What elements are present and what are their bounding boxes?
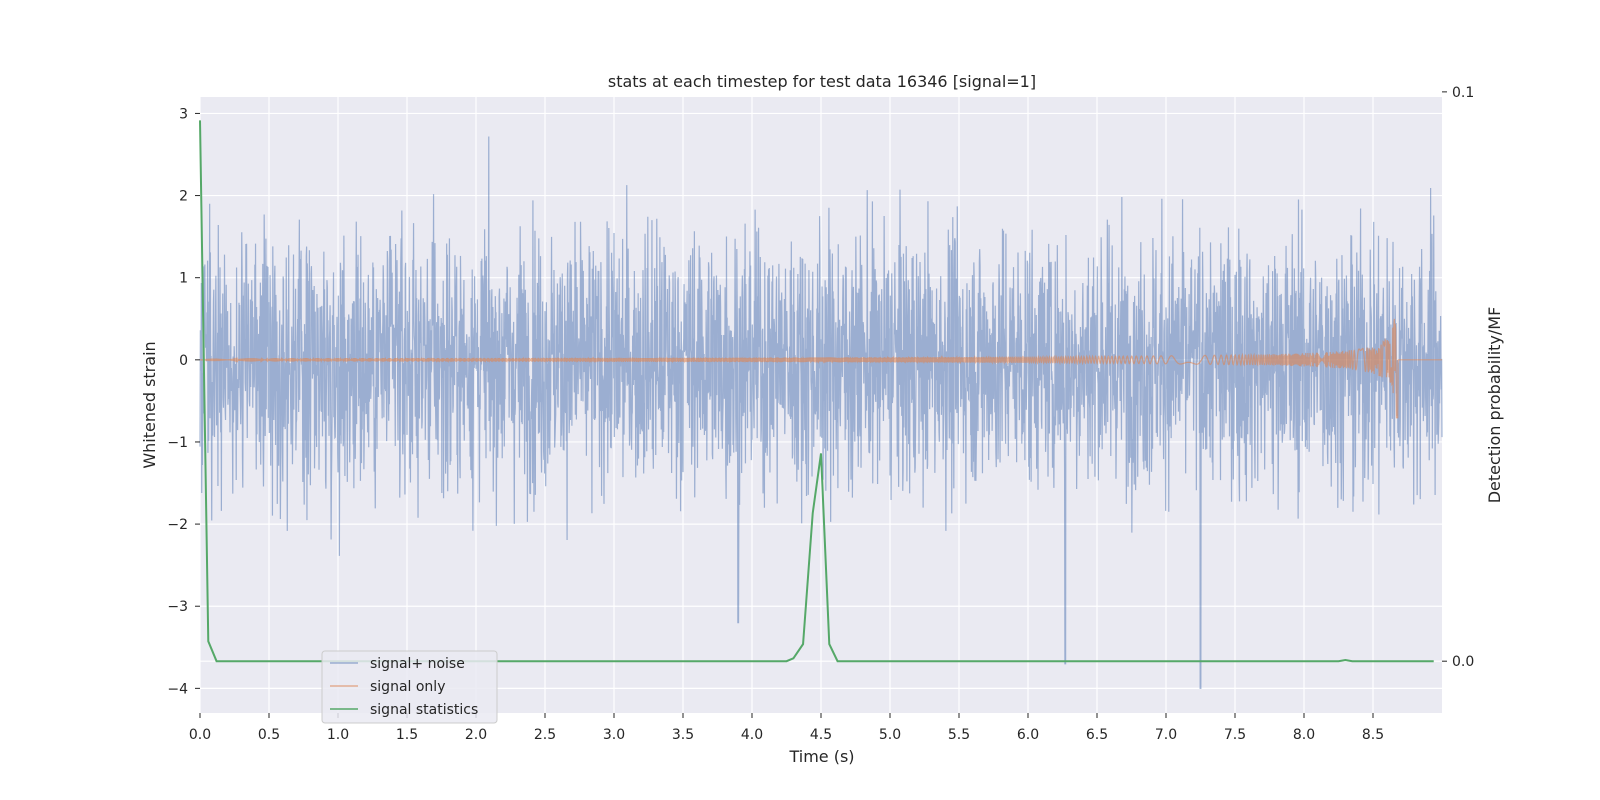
y-tick-label: −4 [167, 681, 188, 697]
y-right-tick-label: 0.1 [1452, 85, 1474, 101]
x-tick-label: 0.0 [189, 727, 211, 743]
y-right-axis-label: Detection probability/MF [1485, 307, 1504, 504]
x-tick-label: 5.0 [879, 727, 901, 743]
y-tick-label: −2 [167, 517, 188, 533]
x-axis-label: Time (s) [788, 747, 854, 766]
y-axis-ticks: 3 2 1 0 −1 −2 −3 −4 [167, 106, 200, 697]
legend-box [321, 650, 498, 724]
x-tick-label: 1.5 [396, 727, 418, 743]
legend-label-signal-noise: signal+ noise [370, 656, 465, 672]
legend: signal+ noise signal only signal statist… [321, 650, 498, 724]
x-tick-label: 4.0 [741, 727, 763, 743]
x-tick-label: 0.5 [258, 727, 280, 743]
y-right-axis-ticks: 0.1 0.0 [1442, 85, 1474, 670]
x-tick-label: 7.0 [1155, 727, 1177, 743]
x-tick-label: 1.0 [327, 727, 349, 743]
x-tick-label: 7.5 [1224, 727, 1246, 743]
x-tick-label: 3.0 [603, 727, 625, 743]
y-tick-label: 2 [179, 189, 188, 205]
legend-label-signal-only: signal only [370, 679, 445, 695]
y-tick-label: 0 [179, 353, 188, 369]
y-tick-label: −1 [167, 435, 188, 451]
x-tick-label: 6.0 [1017, 727, 1039, 743]
chart-title: stats at each timestep for test data 163… [608, 72, 1036, 91]
y-tick-label: 1 [179, 271, 188, 287]
x-tick-label: 6.5 [1086, 727, 1108, 743]
x-tick-label: 2.5 [534, 727, 556, 743]
y-tick-label: −3 [167, 599, 188, 615]
x-tick-label: 8.5 [1362, 727, 1384, 743]
x-tick-label: 3.5 [672, 727, 694, 743]
signal-only-series [199, 318, 1442, 419]
y-axis-label: Whitened strain [140, 341, 159, 468]
legend-label-signal-statistics: signal statistics [370, 702, 478, 718]
x-tick-label: 2.0 [465, 727, 487, 743]
series-line-signal-noise [199, 136, 1443, 689]
y-right-tick-label: 0.0 [1452, 654, 1474, 670]
x-tick-label: 8.0 [1293, 727, 1315, 743]
x-tick-label: 5.5 [948, 727, 970, 743]
y-tick-label: 3 [179, 106, 188, 122]
series-line-signal-only [199, 318, 1442, 419]
x-axis-ticks: 0.0 0.5 1.0 1.5 2.0 2.5 3.0 3.5 4.0 4.5 5.0 5.5 6.0 6… [189, 713, 1384, 743]
x-tick-label: 4.5 [810, 727, 832, 743]
signal-noise-series [199, 136, 1443, 689]
